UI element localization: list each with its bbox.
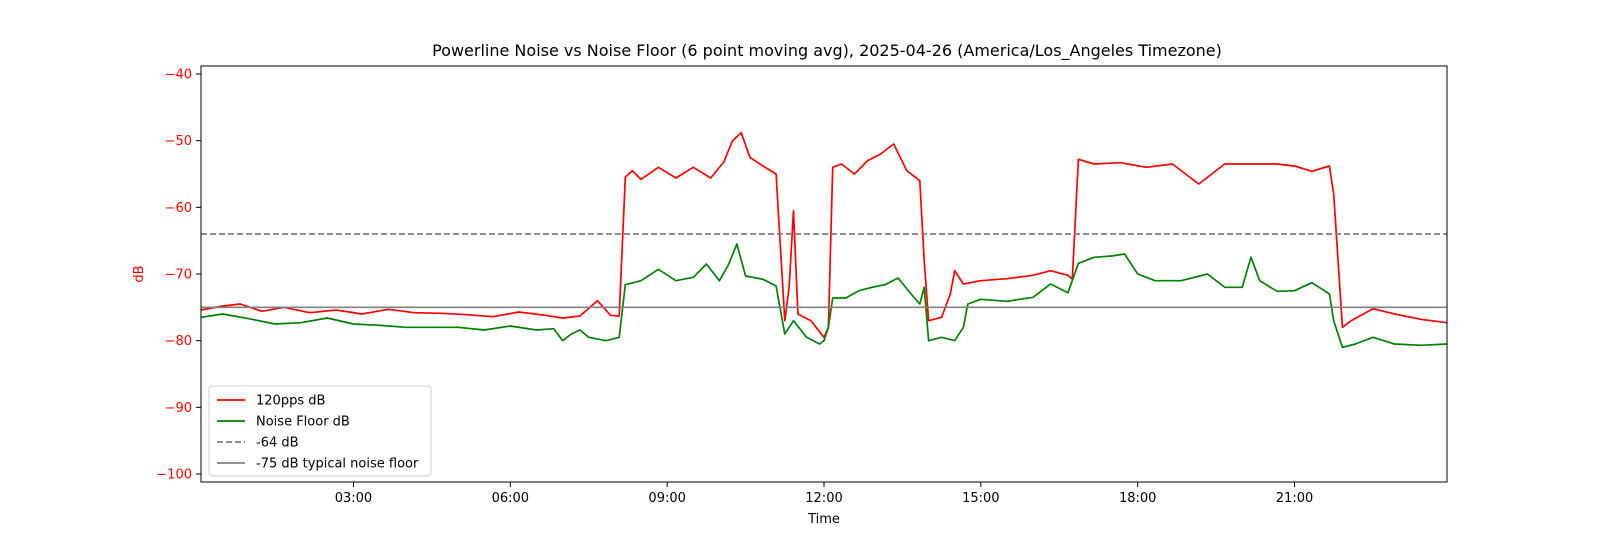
plot-lines <box>200 131 1448 349</box>
y-tick-label: −70 <box>165 268 192 283</box>
y-tick-label: −90 <box>165 401 192 416</box>
legend-entry: Noise Floor dB <box>256 415 350 430</box>
y-tick-label: −60 <box>165 201 192 216</box>
x-tick-label: 15:00 <box>962 491 999 506</box>
legend-entry: 120pps dB <box>256 394 325 409</box>
y-tick-label: −50 <box>165 134 192 149</box>
y-axis-label: dB <box>132 265 147 282</box>
x-axis: 03:00 06:00 09:00 12:00 15:00 18:00 21:00 <box>335 482 1313 506</box>
legend-box <box>208 385 432 477</box>
y-tick-label: −80 <box>165 334 192 349</box>
chart-title: Powerline Noise vs Noise Floor (6 point … <box>432 41 1222 61</box>
legend-entry: -64 dB <box>256 436 299 451</box>
x-tick-label: 18:00 <box>1119 491 1156 506</box>
x-tick-label: 12:00 <box>805 491 842 506</box>
x-tick-label: 09:00 <box>648 491 685 506</box>
y-tick-label: −40 <box>165 68 192 83</box>
y-axis: −40 −50 −60 −70 −80 −90 −100 <box>156 68 201 483</box>
x-axis-label: Time <box>807 512 840 527</box>
series-line-1 <box>200 243 1448 349</box>
legend: 120pps dB Noise Floor dB -64 dB -75 dB typi… <box>208 385 432 477</box>
x-tick-label: 21:00 <box>1276 491 1313 506</box>
x-tick-label: 03:00 <box>335 491 372 506</box>
legend-entry: -75 dB typical noise floor <box>256 457 419 472</box>
y-tick-label: −100 <box>156 468 192 483</box>
x-tick-label: 06:00 <box>492 491 529 506</box>
